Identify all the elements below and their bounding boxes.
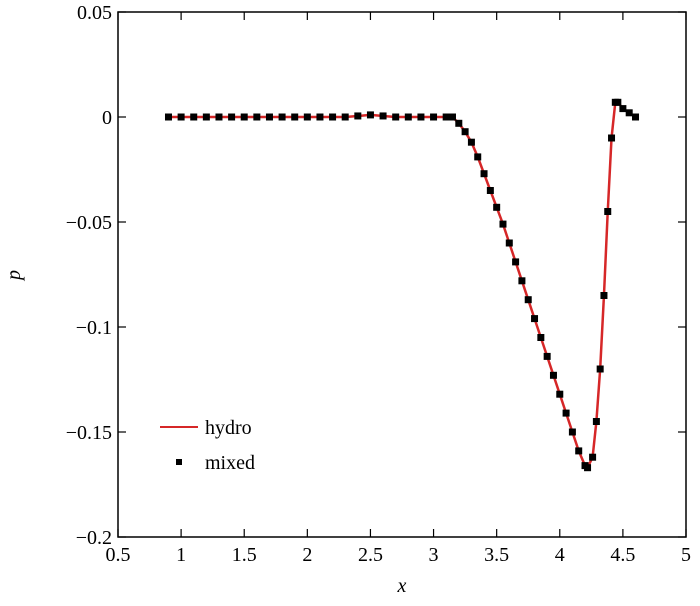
plot-frame: [117, 11, 687, 538]
mixed-marker: [600, 292, 608, 299]
legend-marker: [176, 459, 182, 465]
y-tick-label: 0: [102, 107, 112, 129]
mixed-marker: [568, 428, 576, 436]
mixed-marker: [265, 113, 273, 121]
mixed-marker: [329, 113, 337, 121]
mixed-marker: [392, 113, 400, 121]
mixed-marker: [505, 239, 513, 247]
mixed-marker: [543, 352, 551, 360]
x-tick-label: 5: [681, 544, 691, 566]
mixed-marker: [164, 113, 172, 121]
mixed-marker: [303, 113, 311, 121]
mixed-marker: [584, 464, 592, 472]
mixed-marker: [366, 111, 374, 119]
x-axis-label: x: [397, 575, 407, 597]
mixed-marker: [493, 203, 501, 211]
mixed-marker: [448, 113, 456, 121]
legend-label: hydro: [205, 417, 252, 439]
mixed-marker: [549, 371, 557, 379]
mixed-marker: [341, 113, 349, 121]
mixed-marker: [537, 334, 545, 341]
mixed-marker: [518, 277, 526, 285]
mixed-marker: [562, 409, 570, 417]
y-axis-label: p: [3, 270, 25, 282]
x-tick-label: 3: [429, 544, 439, 566]
mixed-marker: [486, 187, 494, 194]
y-tick-label: −0.1: [76, 317, 112, 339]
y-tick-label: −0.15: [66, 422, 112, 444]
mixed-marker: [228, 113, 236, 121]
x-tick-label: 2.5: [358, 544, 383, 566]
mixed-marker: [253, 113, 261, 121]
mixed-marker: [404, 113, 412, 121]
x-tick-label: 4: [555, 544, 565, 566]
legend-label: mixed: [205, 452, 255, 474]
mixed-marker: [596, 365, 604, 373]
x-tick-label: 3.5: [484, 544, 509, 566]
mixed-marker: [499, 220, 507, 228]
mixed-marker: [531, 315, 539, 323]
mixed-marker: [278, 113, 286, 121]
x-tick-label: 2: [302, 544, 312, 566]
mixed-marker: [619, 105, 627, 113]
mixed-marker: [512, 258, 520, 266]
mixed-marker: [202, 113, 210, 121]
mixed-marker: [354, 112, 362, 120]
mixed-marker: [592, 418, 600, 425]
mixed-marker: [575, 447, 583, 455]
mixed-marker: [524, 296, 532, 304]
mixed-marker: [480, 170, 488, 178]
mixed-marker: [430, 113, 438, 121]
y-tick-label: −0.05: [66, 212, 112, 234]
mixed-marker: [215, 113, 223, 121]
y-tick-label: 0.05: [77, 2, 112, 24]
x-tick-label: 1: [176, 544, 186, 566]
y-tick-label: −0.2: [76, 527, 112, 549]
mixed-marker: [467, 138, 475, 146]
mixed-marker: [291, 113, 299, 121]
mixed-marker: [589, 453, 597, 461]
mixed-marker: [190, 113, 198, 121]
mixed-marker: [632, 113, 640, 121]
mixed-marker: [625, 109, 633, 117]
mixed-marker: [455, 119, 463, 127]
x-tick-label: 1.5: [232, 544, 257, 566]
mixed-marker: [614, 98, 622, 106]
mixed-marker: [240, 113, 248, 121]
mixed-marker: [379, 112, 387, 120]
mixed-marker: [556, 390, 564, 398]
mixed-marker: [608, 134, 616, 142]
mixed-marker: [461, 128, 469, 136]
x-tick-label: 4.5: [610, 544, 635, 566]
x-tick-label: 0.5: [106, 544, 131, 566]
mixed-marker: [177, 113, 185, 121]
mixed-marker: [442, 113, 450, 121]
mixed-marker: [316, 113, 324, 121]
mixed-marker: [417, 113, 425, 121]
mixed-marker: [474, 153, 482, 161]
mixed-marker: [604, 208, 612, 215]
